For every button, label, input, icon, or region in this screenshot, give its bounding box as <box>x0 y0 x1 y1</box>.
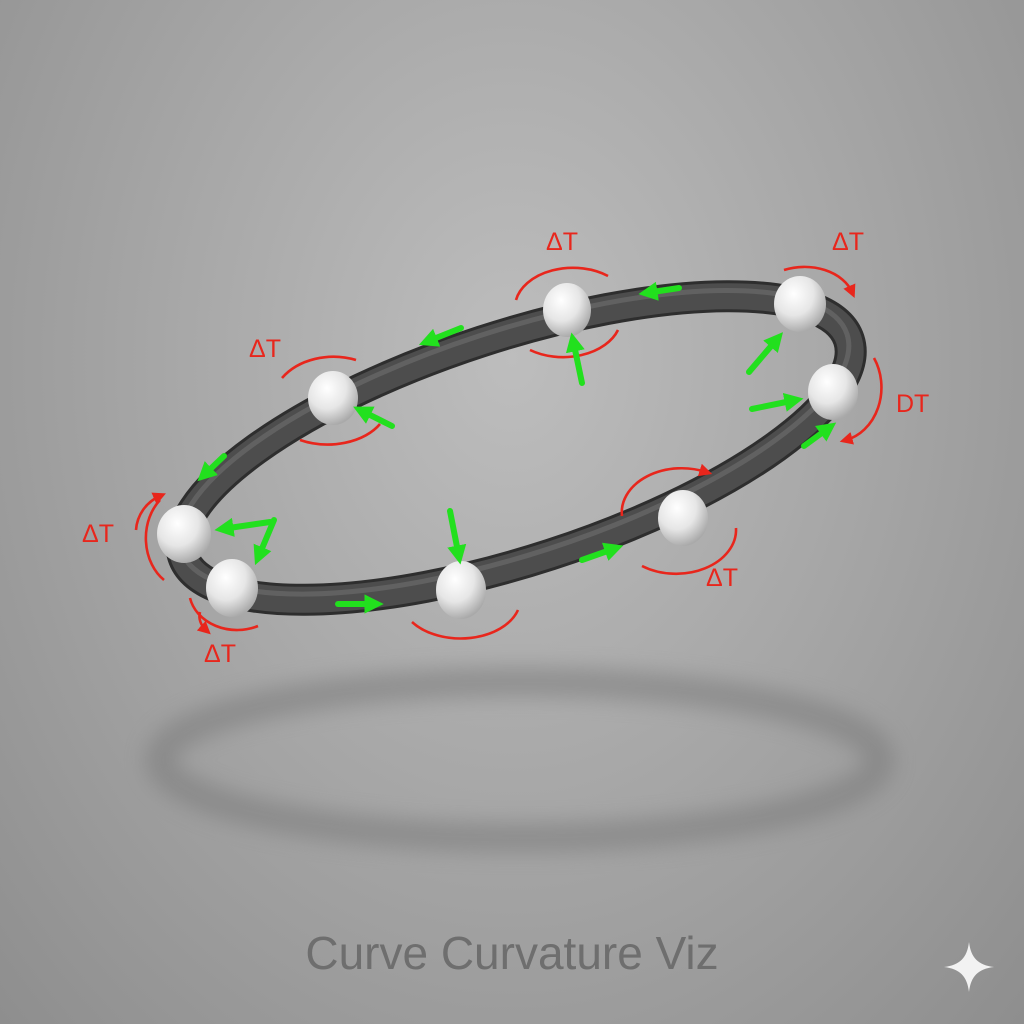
sparkle-icon <box>944 942 994 992</box>
delta-label-right-lower: ΔT <box>706 564 738 592</box>
tangent-arrow <box>197 453 227 482</box>
tangent-arrow <box>749 392 804 412</box>
tangent-arrow <box>418 325 464 347</box>
tangent-arrow <box>579 542 624 563</box>
delta-arc-top-right <box>783 265 856 298</box>
tangent-arrow <box>565 332 585 386</box>
delta-label-right: DT <box>896 390 929 418</box>
tangent-arrow <box>746 332 783 375</box>
delta-label-left: ΔT <box>82 520 114 548</box>
delta-arcs <box>134 265 883 640</box>
tangent-arrow <box>353 406 395 429</box>
delta-arc-bottom-left <box>188 597 259 632</box>
tangent-arrows <box>197 281 837 614</box>
delta-arc-top <box>514 266 609 301</box>
delta-label-top: ΔT <box>546 228 578 256</box>
delta-arc-left <box>144 499 165 582</box>
delta-arc-right-lower-bottom <box>641 527 738 576</box>
ring-shadow <box>145 667 895 853</box>
tube-ring <box>165 280 867 616</box>
node-top-left <box>308 371 358 425</box>
delta-arc-left-upper <box>134 492 166 531</box>
delta-labels: ΔT ΔT ΔT DT ΔT ΔT ΔT <box>82 228 929 668</box>
node-right-lower <box>658 490 708 546</box>
node-bottom-left <box>206 559 258 617</box>
delta-arc-bottom-left-head <box>196 611 211 635</box>
node-left <box>157 505 211 563</box>
delta-arc-top-left <box>281 355 357 379</box>
delta-arc-top-left-lower <box>299 423 381 446</box>
delta-label-top-right: ΔT <box>832 228 864 256</box>
delta-arc-top-lower <box>529 329 620 359</box>
diagram-caption: Curve Curvature Viz <box>305 927 719 979</box>
node-top-right <box>774 276 826 332</box>
delta-arc-bottom <box>411 609 520 640</box>
tangent-arrow <box>447 508 467 565</box>
delta-arc-right-lower-top <box>620 463 713 517</box>
tangent-arrow <box>253 517 277 566</box>
tangent-arrow <box>214 517 273 537</box>
delta-arc-right <box>839 357 883 445</box>
curve-nodes <box>157 276 858 619</box>
node-right <box>808 364 858 420</box>
tangent-arrow <box>638 281 682 301</box>
delta-label-bottom-left: ΔT <box>204 640 236 668</box>
node-bottom <box>436 561 486 619</box>
node-top <box>543 283 591 337</box>
tangent-arrow <box>801 422 837 449</box>
delta-label-top-left: ΔT <box>249 335 281 363</box>
